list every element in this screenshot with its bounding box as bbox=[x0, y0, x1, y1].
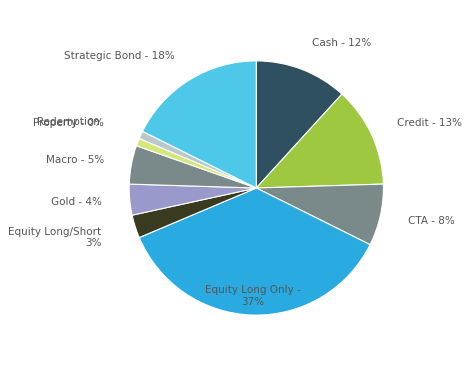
Wedge shape bbox=[129, 184, 256, 215]
Wedge shape bbox=[256, 61, 342, 188]
Text: Equity Long/Short
3%: Equity Long/Short 3% bbox=[8, 226, 101, 248]
Wedge shape bbox=[139, 131, 256, 188]
Wedge shape bbox=[129, 146, 256, 188]
Wedge shape bbox=[132, 188, 256, 238]
Text: Macro - 5%: Macro - 5% bbox=[46, 155, 104, 165]
Text: CTA - 8%: CTA - 8% bbox=[408, 216, 455, 226]
Text: Equity Long Only -
37%: Equity Long Only - 37% bbox=[205, 285, 301, 307]
Text: Redemption: Redemption bbox=[37, 117, 100, 127]
Text: Credit - 13%: Credit - 13% bbox=[397, 118, 462, 128]
Wedge shape bbox=[139, 188, 370, 315]
Text: Strategic Bond - 18%: Strategic Bond - 18% bbox=[64, 51, 174, 61]
Wedge shape bbox=[256, 184, 383, 245]
Text: Cash - 12%: Cash - 12% bbox=[312, 38, 372, 49]
Wedge shape bbox=[143, 61, 256, 188]
Wedge shape bbox=[137, 138, 256, 188]
Text: Gold - 4%: Gold - 4% bbox=[51, 197, 102, 207]
Wedge shape bbox=[256, 94, 383, 188]
Text: Property - 0%: Property - 0% bbox=[33, 118, 104, 128]
